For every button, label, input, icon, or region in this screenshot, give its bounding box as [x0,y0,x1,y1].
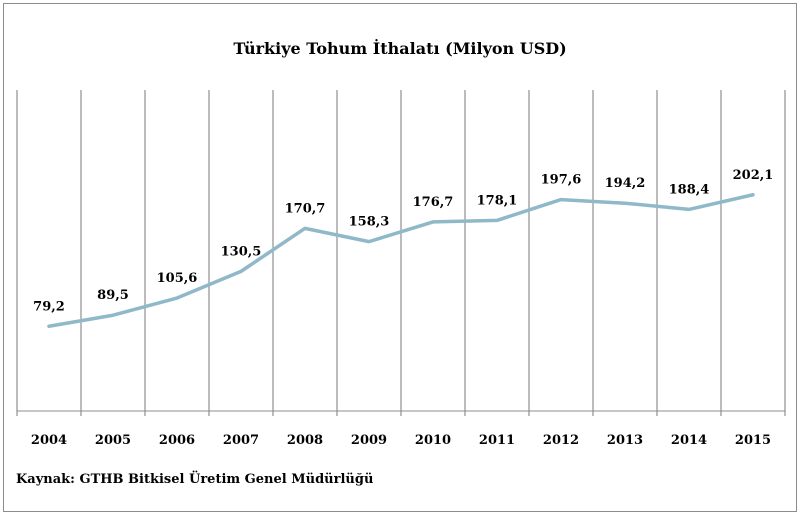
data-label: 89,5 [97,288,129,303]
x-tick-label: 2006 [159,433,195,448]
data-label: 170,7 [285,201,326,216]
data-point [623,201,627,205]
data-point [239,269,243,273]
data-points [47,193,755,328]
data-label: 158,3 [349,215,390,230]
x-tick-label: 2012 [543,433,579,448]
data-point [175,296,179,300]
x-tick-label: 2009 [351,433,387,448]
data-label: 176,7 [413,195,454,210]
data-label: 188,4 [669,182,710,197]
data-label: 194,2 [605,176,646,191]
data-label: 79,2 [33,299,65,314]
data-point [687,207,691,211]
x-tick-label: 2004 [31,433,67,448]
series-line [47,193,755,329]
x-ticks [16,411,786,416]
data-point [367,240,371,244]
data-point [303,226,307,230]
x-tick-label: 2015 [735,433,771,448]
x-tick-label: 2014 [671,433,707,448]
data-label: 197,6 [541,173,582,188]
data-point [495,218,499,222]
x-tick-label: 2007 [223,433,259,448]
x-tick-label: 2011 [479,433,515,448]
data-label: 178,1 [477,193,518,208]
x-tick-label: 2008 [287,433,323,448]
x-tick-label: 2013 [607,433,643,448]
x-tick-label: 2010 [415,433,451,448]
chart-frame [3,3,797,512]
x-tick-labels: 2004 2005 2006 2007 2008 2009 2010 2011 2012 2013… [31,433,771,448]
data-label: 105,6 [157,271,198,286]
x-tick-label: 2005 [95,433,131,448]
gridlines [16,90,786,411]
data-label: 202,1 [733,168,774,183]
data-label: 130,5 [221,244,262,259]
data-labels: 79,2 89,5 105,6 130,5 170,7 158,3 176,7 178,1 19… [33,168,773,315]
data-point [431,220,435,224]
data-point [47,324,51,328]
chart-title: Türkiye Tohum İthalatı (Milyon USD) [233,38,566,58]
data-point [751,193,755,197]
data-point [559,198,563,202]
data-point [111,313,115,317]
source-note: Kaynak: GTHB Bitkisel Üretim Genel Müdür… [16,472,374,487]
